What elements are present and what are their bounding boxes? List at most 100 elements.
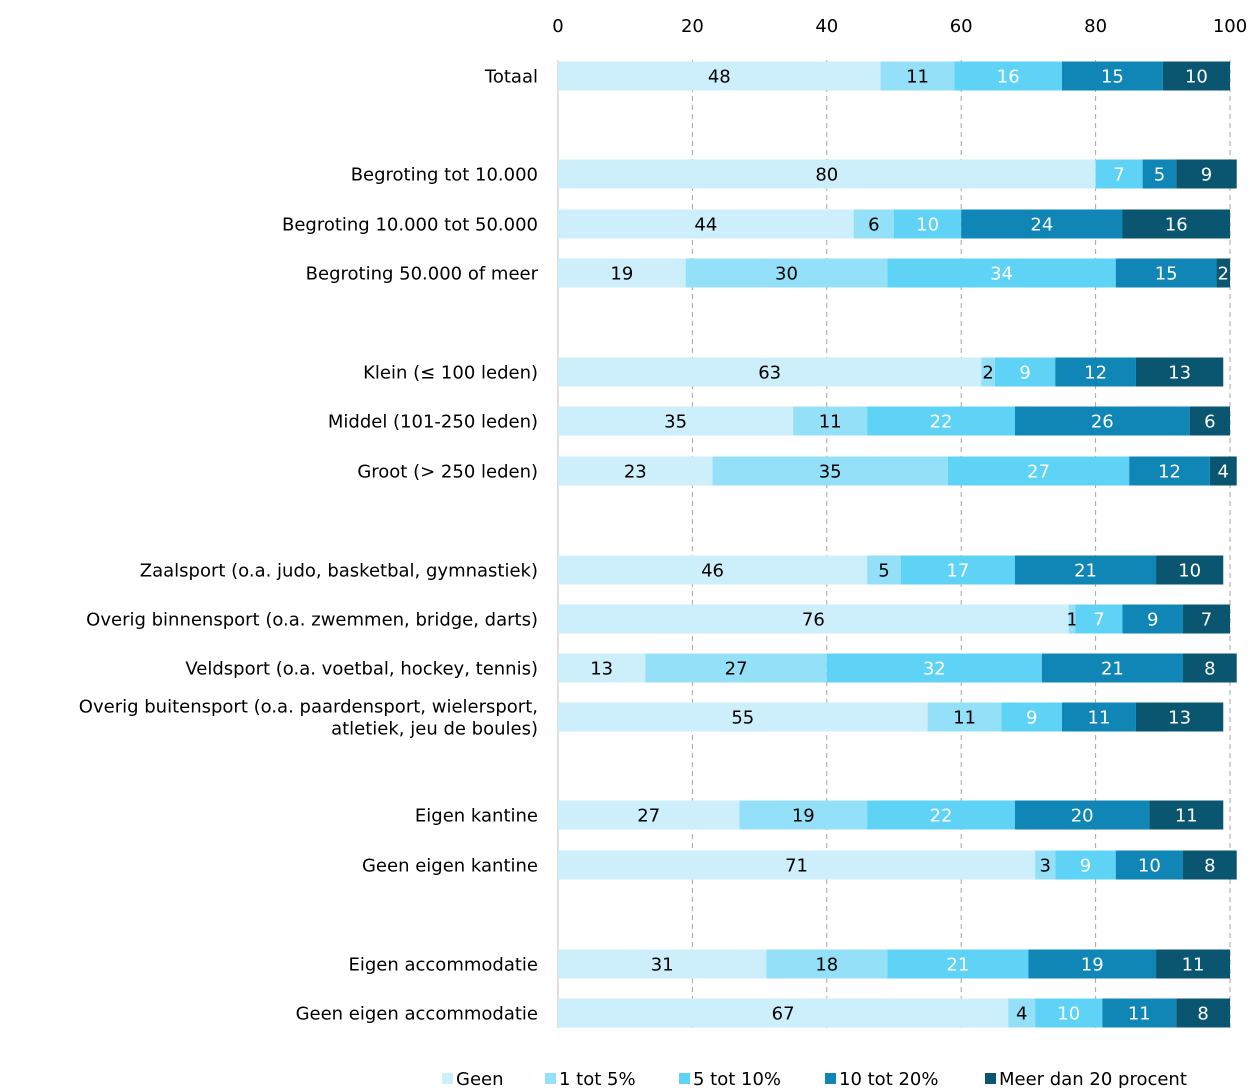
bar-segment <box>947 456 1130 486</box>
data-label: 27 <box>725 659 748 680</box>
legend-swatch <box>442 1073 453 1084</box>
bar-segment <box>558 209 854 239</box>
bar-segment <box>1122 604 1183 634</box>
data-label: 5 <box>878 561 889 582</box>
data-label: 9 <box>1026 708 1037 729</box>
data-label: 71 <box>785 856 808 877</box>
data-label: 12 <box>1158 462 1181 483</box>
x-tick-label: 20 <box>681 16 704 37</box>
bar-segment <box>558 949 767 979</box>
data-label: 9 <box>1019 363 1030 384</box>
bar-segment <box>981 357 995 387</box>
bar-segment <box>1115 850 1183 880</box>
category-label: Klein (≤ 100 leden) <box>363 363 538 384</box>
data-label: 10 <box>1185 67 1208 88</box>
bar-segment <box>1062 61 1163 91</box>
data-label: 17 <box>946 561 969 582</box>
bar-segment <box>994 357 1056 387</box>
bar-segment <box>900 555 1015 585</box>
data-label: 9 <box>1080 856 1091 877</box>
category-label: Zaalsport (o.a. judo, basketbal, gymnast… <box>140 561 538 582</box>
data-label: 55 <box>731 708 754 729</box>
bar-segment <box>1014 406 1190 436</box>
bar-segment <box>1028 949 1157 979</box>
bar-segment <box>1075 604 1123 634</box>
bar-segment <box>739 800 868 830</box>
legend-item: 10 tot 20% <box>825 1069 938 1088</box>
bar-segment <box>954 61 1062 91</box>
bar-segment <box>887 258 1116 288</box>
legend-item: Meer dan 20 procent <box>985 1069 1187 1088</box>
legend-item: 1 tot 5% <box>545 1069 636 1088</box>
data-label: 13 <box>1168 708 1191 729</box>
bar-segment <box>1014 555 1157 585</box>
bar-segment <box>880 61 955 91</box>
data-label: 31 <box>651 955 674 976</box>
data-label: 7 <box>1201 610 1212 631</box>
data-label: 8 <box>1204 856 1215 877</box>
x-tick-label: 40 <box>815 16 838 37</box>
data-label: 10 <box>1057 1004 1080 1025</box>
legend-label: 1 tot 5% <box>559 1069 636 1088</box>
data-label: 19 <box>1081 955 1104 976</box>
bar-segment <box>1115 258 1217 288</box>
data-label: 8 <box>1204 659 1215 680</box>
bar-segment <box>1135 357 1224 387</box>
data-label: 76 <box>802 610 825 631</box>
legend-swatch <box>545 1073 556 1084</box>
data-label: 63 <box>758 363 781 384</box>
bar-segment <box>558 406 794 436</box>
x-tick-label: 100 <box>1213 16 1247 37</box>
bar-segment <box>558 604 1069 634</box>
data-label: 11 <box>1175 806 1198 827</box>
data-label: 2 <box>982 363 993 384</box>
data-label: 27 <box>1027 462 1050 483</box>
bar-segment <box>1102 998 1177 1028</box>
data-label: 10 <box>916 215 939 236</box>
bar-segment <box>1176 998 1230 1028</box>
bar-segment <box>766 949 888 979</box>
data-label: 11 <box>906 67 929 88</box>
data-label: 22 <box>930 412 953 433</box>
data-label: 13 <box>1168 363 1191 384</box>
category-label: Veldsport (o.a. voetbal, hockey, tennis) <box>185 659 538 680</box>
category-label: Overig binnensport (o.a. zwemmen, bridge… <box>86 610 538 631</box>
bar-segment <box>1122 209 1230 239</box>
data-label: 9 <box>1201 165 1212 186</box>
data-label: 1 <box>1066 610 1077 631</box>
data-label: 19 <box>610 264 633 285</box>
bar-segment <box>1014 800 1150 830</box>
bar-segment <box>1209 456 1237 486</box>
bar-segment <box>558 555 868 585</box>
data-label: 11 <box>819 412 842 433</box>
bar-segment <box>1035 998 1103 1028</box>
data-label: 21 <box>1101 659 1124 680</box>
data-label: 11 <box>953 708 976 729</box>
gridlines <box>557 60 1231 1028</box>
bar-segment <box>558 456 713 486</box>
data-label: 16 <box>997 67 1020 88</box>
data-label: 16 <box>1165 215 1188 236</box>
bar-segment <box>927 702 1002 732</box>
legend: Geen 1 tot 5% 5 tot 10% 10 tot 20% Meer dan … <box>442 1069 1187 1088</box>
bar-segment <box>1062 702 1136 732</box>
bar-segment <box>1176 159 1237 189</box>
bar-segment <box>1182 850 1237 880</box>
bar-segment <box>826 653 1042 683</box>
bar-segment <box>1135 702 1224 732</box>
data-label: 48 <box>708 67 731 88</box>
category-label: Groot (> 250 leden) <box>357 462 538 483</box>
legend-swatch <box>825 1073 836 1084</box>
bar-segment <box>1068 604 1076 634</box>
data-label: 24 <box>1030 215 1053 236</box>
category-label: Begroting 50.000 of meer <box>306 264 539 285</box>
bar-segment <box>645 653 827 683</box>
bar-segment <box>558 998 1009 1028</box>
bar-segment <box>961 209 1123 239</box>
data-label: 10 <box>1178 561 1201 582</box>
category-label: Overig buitensport (o.a. paardensport, w… <box>79 697 538 718</box>
x-tick-label: 80 <box>1084 16 1107 37</box>
category-label: atletiek, jeu de boules) <box>331 719 538 740</box>
category-label: Begroting tot 10.000 <box>351 165 538 186</box>
